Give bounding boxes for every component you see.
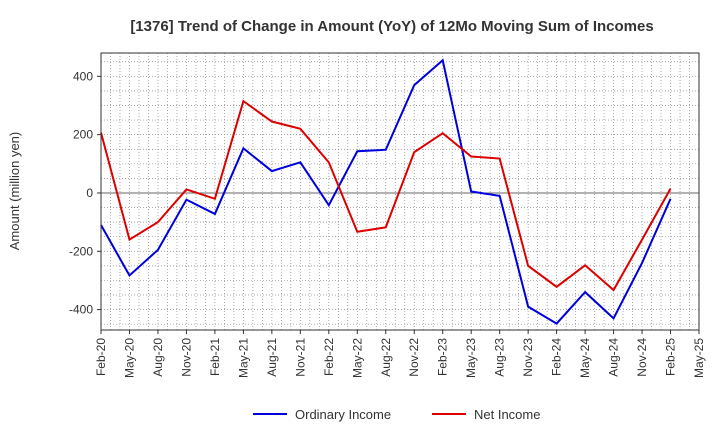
- y-tick-label: 200: [73, 128, 93, 142]
- y-tick-label: -200: [69, 244, 93, 258]
- chart-title: [1376] Trend of Change in Amount (YoY) o…: [130, 18, 653, 35]
- x-tick-label: Aug-24: [607, 338, 621, 377]
- x-tick-label: Feb-24: [550, 338, 564, 376]
- y-axis-ticks: -400 -200 0 200 400: [69, 69, 101, 317]
- x-tick-label: May-20: [122, 338, 136, 378]
- legend: Ordinary Income Net Income: [253, 407, 540, 422]
- x-tick-label: Feb-20: [94, 338, 108, 376]
- x-tick-label: Nov-24: [635, 338, 649, 377]
- y-tick-label: -400: [69, 303, 93, 317]
- x-tick-label: Aug-22: [379, 338, 393, 377]
- series-line-1: [100, 99, 672, 292]
- x-tick-label: May-21: [236, 338, 250, 378]
- x-tick-label: Aug-23: [493, 338, 507, 377]
- x-tick-label: Nov-22: [407, 338, 421, 377]
- x-tick-label: May-23: [464, 338, 478, 378]
- y-tick-label: 0: [86, 186, 93, 200]
- x-axis-ticks: Feb-20 May-20 Aug-20 Nov-20 Feb-21 May-21 Aug-…: [94, 330, 706, 378]
- grid: [101, 53, 699, 330]
- legend-label-0: Ordinary Income: [295, 407, 391, 422]
- y-axis-label: Amount (million yen): [7, 132, 22, 251]
- x-tick-label: May-25: [692, 338, 706, 378]
- legend-label-1: Net Income: [474, 407, 540, 422]
- x-tick-label: May-22: [350, 338, 364, 378]
- x-tick-label: May-24: [578, 338, 592, 378]
- series-line-0: [100, 58, 672, 325]
- y-tick-label: 400: [73, 69, 93, 83]
- plot-border: [100, 52, 700, 331]
- x-tick-label: Aug-21: [265, 338, 279, 377]
- x-tick-label: Feb-23: [436, 338, 450, 376]
- x-tick-label: Feb-22: [322, 338, 336, 376]
- x-tick-label: Nov-21: [293, 338, 307, 377]
- x-tick-label: Nov-23: [521, 338, 535, 377]
- x-tick-label: Feb-21: [208, 338, 222, 376]
- x-tick-label: Aug-20: [151, 338, 165, 377]
- x-tick-label: Feb-25: [664, 338, 678, 376]
- series-group: [100, 58, 672, 325]
- x-tick-label: Nov-20: [179, 338, 193, 377]
